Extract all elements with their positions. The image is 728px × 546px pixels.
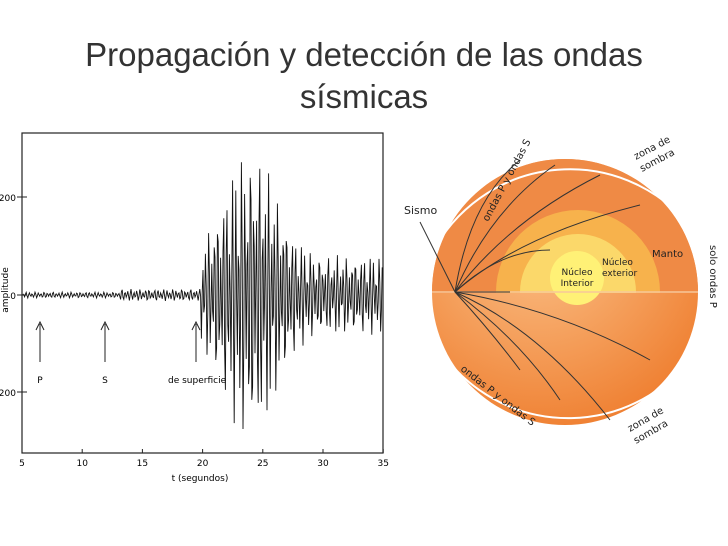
- diagram-label: exterior: [602, 269, 637, 279]
- y-tick-label: 200: [0, 194, 16, 204]
- x-axis-label: t (segundos): [172, 474, 229, 484]
- waveform: [22, 162, 383, 430]
- y-tick-label: 0: [10, 292, 16, 302]
- sismo-label: Sismo: [404, 204, 437, 217]
- arrow-label: S: [102, 376, 108, 386]
- ray-paths: [419, 159, 651, 421]
- inner-core: [550, 251, 604, 305]
- seismogram: [21, 132, 384, 454]
- x-tick-label: 30: [317, 459, 329, 469]
- x-tick-label: 5: [19, 459, 25, 469]
- x-tick-label: 10: [76, 459, 88, 469]
- y-axis-label: amplitude: [1, 267, 11, 313]
- diagram-label: solo ondas P: [707, 245, 718, 308]
- x-tick-label: 35: [377, 459, 388, 469]
- diagram-label: Núcleo: [602, 258, 633, 268]
- slide-title: Propagación y detección de las ondas sís…: [85, 36, 643, 115]
- arrow-label: de superficie: [168, 376, 227, 386]
- y-tick-label: -200: [0, 389, 16, 399]
- arrows: [35, 320, 201, 362]
- x-tick-label: 25: [257, 459, 268, 469]
- x-tick-label: 15: [137, 459, 148, 469]
- diagram-label: Núcleo: [562, 268, 593, 278]
- arrow-label: P: [37, 376, 43, 386]
- diagram-label: Interior: [561, 279, 594, 289]
- mantle-label: Manto: [652, 249, 683, 260]
- x-tick-label: 20: [197, 459, 209, 469]
- earth-diagram: [419, 159, 701, 425]
